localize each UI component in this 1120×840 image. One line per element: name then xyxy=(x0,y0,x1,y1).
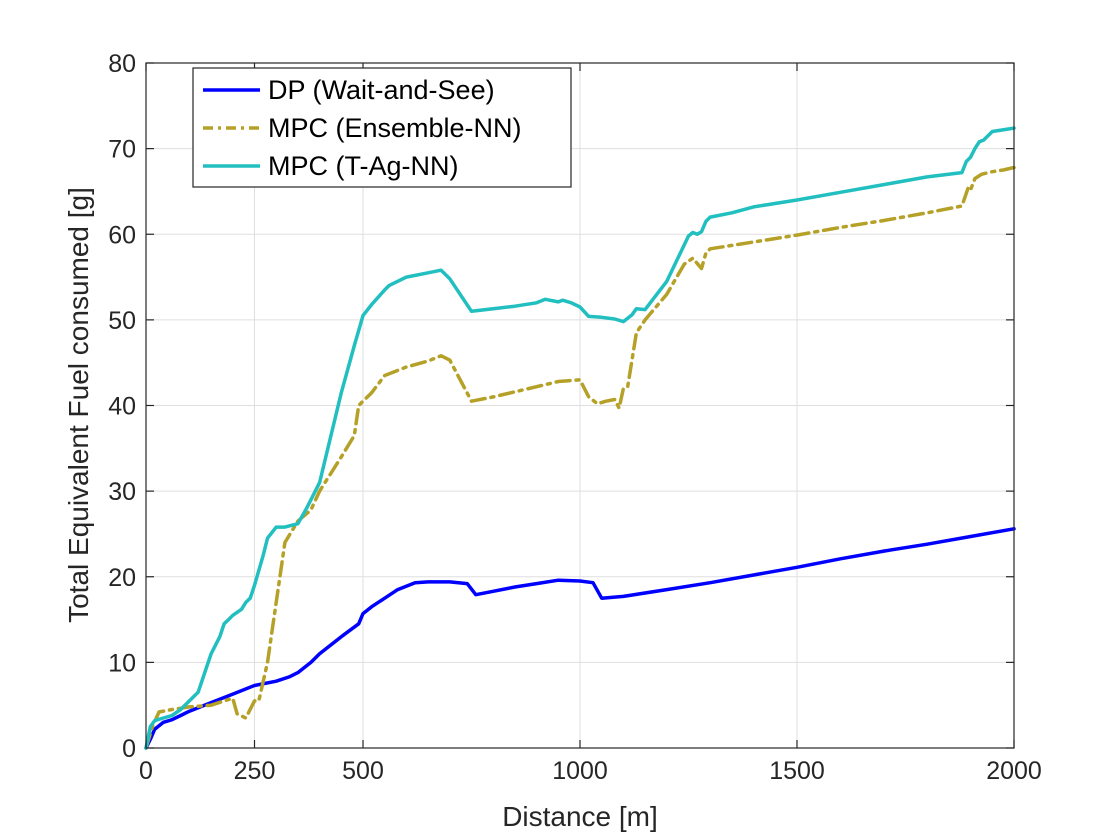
series-line-2 xyxy=(144,165,1016,750)
axis-ticks: 0 250 500 1000 1500 2000 0 10 20 30 40 50 60 70 80 xyxy=(108,50,1042,785)
y-tick-label: 70 xyxy=(108,136,136,164)
y-tick-label: 50 xyxy=(108,307,136,335)
x-tick-label: 0 xyxy=(139,757,153,785)
legend-label-3: MPC (T-Ag-NN) xyxy=(268,151,459,181)
y-tick-label: 20 xyxy=(108,564,136,592)
series-line-3 xyxy=(144,126,1016,750)
x-tick-label: 500 xyxy=(342,757,384,785)
y-tick-label: 40 xyxy=(108,393,136,421)
series-line-1 xyxy=(144,527,1016,750)
legend-label-1: DP (Wait-and-See) xyxy=(268,75,495,105)
x-tick-label: 250 xyxy=(234,757,276,785)
y-tick-label: 60 xyxy=(108,221,136,249)
series-layer xyxy=(144,126,1016,750)
y-axis-label: Total Equivalent Fuel consumed [g] xyxy=(63,187,94,623)
x-axis-label: Distance [m] xyxy=(502,801,658,832)
legend-label-2: MPC (Ensemble-NN) xyxy=(268,113,522,143)
x-tick-label: 1500 xyxy=(769,757,825,785)
y-tick-label: 80 xyxy=(108,50,136,78)
legend: DP (Wait-and-See) MPC (Ensemble-NN) MPC (T… xyxy=(192,67,572,188)
y-tick-label: 0 xyxy=(122,735,136,763)
x-tick-label: 1000 xyxy=(552,757,608,785)
y-tick-label: 10 xyxy=(108,649,136,677)
x-tick-label: 2000 xyxy=(986,757,1042,785)
y-tick-label: 30 xyxy=(108,478,136,506)
